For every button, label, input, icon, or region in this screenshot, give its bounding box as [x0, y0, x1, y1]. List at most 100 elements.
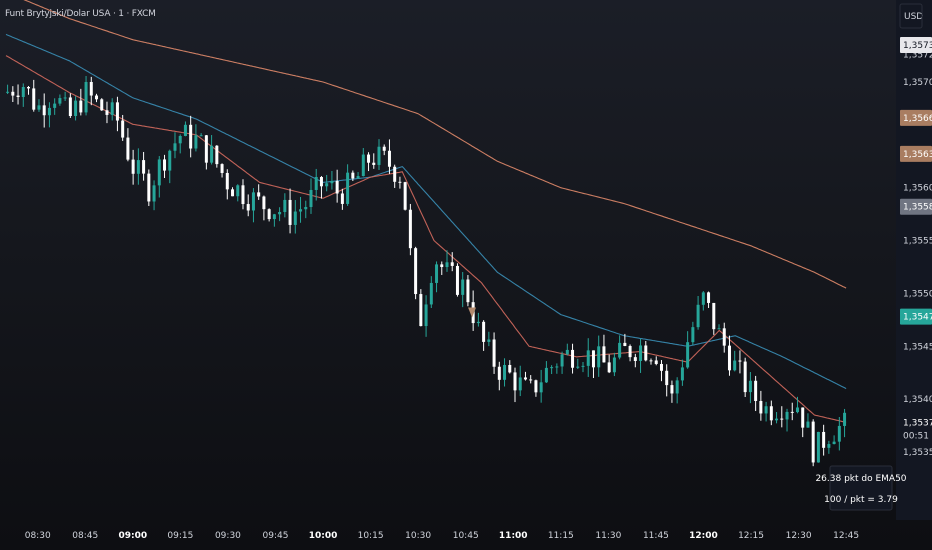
candle-up: [816, 431, 820, 463]
candle-down: [319, 177, 323, 187]
candle-up: [597, 346, 601, 368]
symbol-title[interactable]: Funt Brytyjski/Dolar USA · 1 · FXCM: [5, 9, 156, 19]
candle-up: [843, 412, 847, 426]
candle-down: [727, 345, 731, 371]
candle-up: [194, 135, 198, 149]
candle-down: [754, 380, 758, 401]
candle-up: [518, 377, 522, 391]
candle-down: [32, 88, 36, 110]
candle-down: [769, 406, 773, 421]
price-axis-bg: [896, 0, 932, 520]
candle-down: [790, 411, 794, 413]
candle-up: [461, 279, 465, 295]
candle-up: [581, 365, 585, 367]
candle-down: [707, 292, 711, 303]
time-axis[interactable]: 08:30 08:45 09:00 09:15 09:30 09:45 10:00 10:15…: [0, 520, 896, 550]
price-tick-label: 1,35600: [903, 184, 932, 194]
candle-down: [403, 182, 407, 210]
candle-up: [199, 135, 203, 137]
candle-down: [89, 81, 93, 96]
price-tag-gray: [900, 198, 932, 215]
time-tick-label: 09:30: [215, 531, 241, 541]
candle-up: [435, 264, 439, 283]
time-tick-label: 09:45: [263, 531, 289, 541]
ema-fast-line: [5, 55, 847, 423]
candle-down: [450, 262, 454, 266]
candle-down: [722, 328, 726, 346]
candle-up: [84, 81, 88, 113]
currency-button: [899, 3, 923, 29]
candle-down: [335, 180, 339, 194]
candle-down: [231, 189, 235, 197]
candle-down: [147, 173, 151, 202]
candle-up: [832, 441, 836, 445]
price-tag-ema50-label: 1,35478: [903, 313, 932, 323]
candle-down: [419, 294, 423, 327]
candle-up: [173, 143, 177, 151]
time-tick-label: 09:00: [118, 531, 147, 541]
candle-up: [785, 411, 789, 420]
candle-down: [571, 349, 575, 368]
time-tick-label: 08:30: [25, 531, 51, 541]
candle-up: [377, 146, 381, 165]
time-tick-label: 09:15: [167, 531, 193, 541]
time-tick-label: 12:45: [833, 531, 859, 541]
candle-down: [257, 192, 261, 197]
info-box-bg: [829, 465, 893, 511]
candle-up: [827, 444, 831, 448]
price-tick-label: 1,35400: [903, 395, 932, 405]
candle-down: [115, 102, 119, 121]
candle-down: [340, 193, 344, 204]
candle-up: [183, 124, 187, 136]
candle-up: [429, 282, 433, 305]
candle-down: [11, 91, 15, 96]
candle-down: [79, 100, 83, 113]
candle-down: [738, 360, 742, 362]
candle-down: [482, 321, 486, 342]
candle-down: [246, 204, 250, 211]
candle-down: [372, 162, 376, 165]
candle-up: [53, 103, 57, 108]
candle-down: [16, 95, 20, 97]
candle-up: [236, 185, 240, 197]
candle-down: [712, 302, 716, 330]
candle-up: [152, 185, 156, 202]
candle-down: [649, 360, 653, 362]
candle-up: [110, 102, 114, 115]
price-tag-ema200-label: 1,35666: [903, 114, 932, 124]
candle-up: [272, 214, 276, 220]
candle-down: [131, 159, 135, 174]
candle-up: [544, 367, 548, 383]
ema200-line: [23, 0, 847, 289]
price-tick-label: 1,35700: [903, 78, 932, 88]
candle-up: [503, 364, 507, 380]
candle-down: [42, 105, 46, 116]
candle-down: [225, 172, 229, 190]
info-box: 26.38 pkt do EMA50 100 / pkt = 3.79: [815, 465, 907, 511]
candle-up: [356, 176, 360, 179]
ema50-layer: [5, 33, 847, 390]
ema200-layer: [23, 0, 847, 289]
time-tick-label: 11:45: [643, 531, 669, 541]
info-points-label: 100 / pkt = 3.79: [824, 495, 898, 505]
ema50-line: [5, 33, 847, 390]
price-tag-ema-label: 1,35632: [903, 150, 932, 160]
candle-down: [105, 110, 109, 115]
candle-down: [466, 279, 470, 303]
candle-down: [27, 87, 31, 89]
candle-up: [748, 380, 752, 393]
candle-down: [408, 209, 412, 249]
candle-up: [696, 304, 700, 328]
candle-down: [492, 339, 496, 367]
candle-up: [717, 328, 721, 330]
candle-down: [393, 166, 397, 182]
candle-up: [424, 304, 428, 327]
candle-up: [293, 211, 297, 225]
candle-up: [806, 421, 810, 428]
candle-up: [157, 159, 161, 186]
price-axis[interactable]: USD1,357261,357001,356341,356001,355501,…: [896, 0, 932, 520]
annotations-layer: [468, 307, 477, 318]
candle-up: [764, 406, 768, 414]
